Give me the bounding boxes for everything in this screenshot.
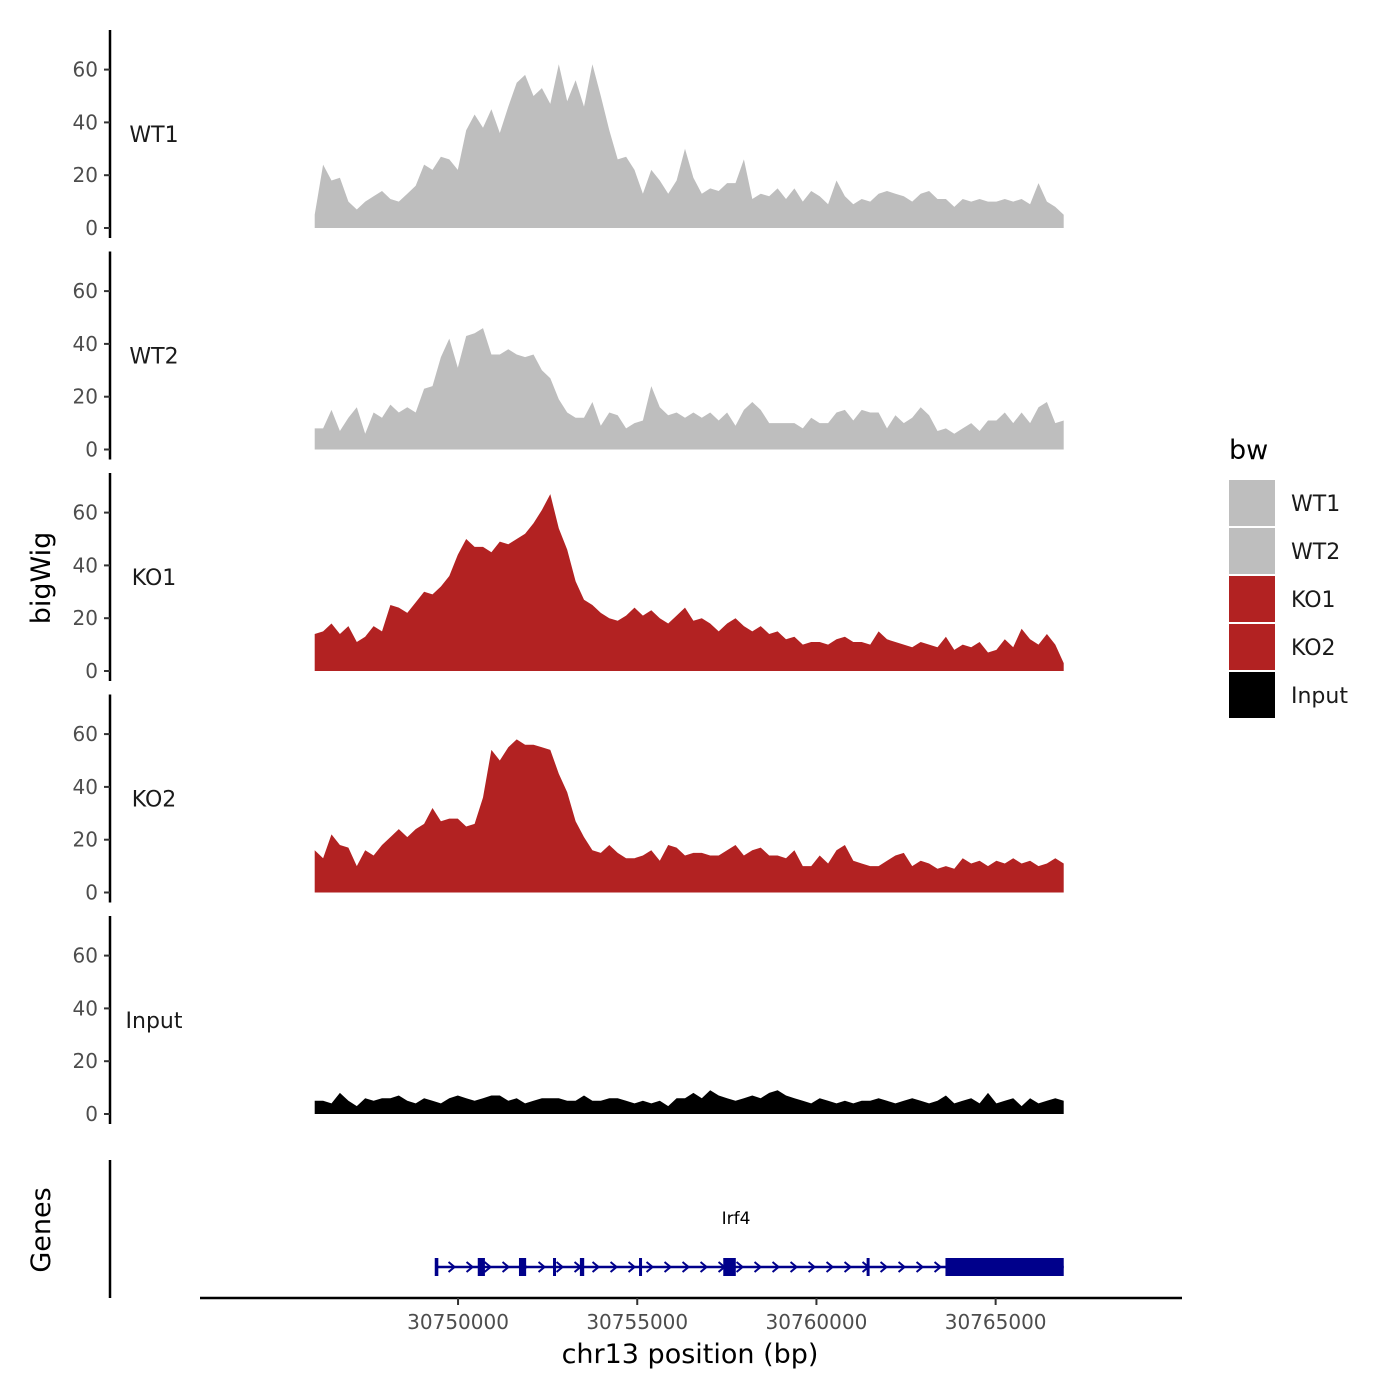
y-tick-label: 20 <box>73 385 98 409</box>
x-axis: 30750000 30755000 30760000 30765000 <box>200 1296 1182 1334</box>
strand-arrow <box>627 1261 637 1273</box>
track-input: 0 20 40 60 Input <box>73 916 1064 1126</box>
x-tick-label: 30765000 <box>945 1310 1047 1334</box>
y-tick-label: 0 <box>85 1102 98 1126</box>
strand-arrow <box>843 1261 853 1273</box>
legend-swatch-ko1 <box>1229 576 1275 622</box>
legend-label-ko1: KO1 <box>1291 588 1336 613</box>
legend-label-input: Input <box>1291 684 1348 709</box>
gene-exon <box>477 1258 485 1276</box>
y-tick-label: 20 <box>73 828 98 852</box>
track-label: WT1 <box>129 123 178 148</box>
y-tick-label: 60 <box>73 501 98 525</box>
track-ko2: 0 20 40 60 KO2 <box>73 694 1064 905</box>
strand-arrow <box>699 1261 709 1273</box>
strand-arrow <box>663 1261 673 1273</box>
y-tick-label: 40 <box>73 775 98 799</box>
legend-label-wt1: WT1 <box>1291 492 1340 517</box>
y-tick-label: 20 <box>73 163 98 187</box>
strand-arrow <box>537 1261 547 1273</box>
gene-exon <box>723 1258 736 1276</box>
y-tick-label: 60 <box>73 58 98 82</box>
track-label: WT2 <box>129 345 178 370</box>
track-label: KO1 <box>132 566 177 591</box>
track-ko1: 0 20 40 60 KO1 <box>73 473 1064 683</box>
strand-arrow <box>447 1261 457 1273</box>
y-tick-label: 40 <box>73 996 98 1020</box>
y-tick-label: 0 <box>85 659 98 683</box>
signal-area-ko1 <box>314 494 1064 671</box>
strand-arrow <box>915 1261 925 1273</box>
legend-swatch-wt2 <box>1229 528 1275 574</box>
y-tick-label: 40 <box>73 110 98 134</box>
strand-arrow <box>501 1261 511 1273</box>
track-wt2: 0 20 40 60 WT2 <box>73 251 1064 462</box>
legend-label-ko2: KO2 <box>1291 636 1336 661</box>
x-tick-label: 30750000 <box>407 1310 509 1334</box>
genes-axis-title: Genes <box>26 1187 57 1272</box>
x-tick-label: 30755000 <box>586 1310 688 1334</box>
legend-title: bw <box>1229 435 1268 466</box>
gene-exon <box>579 1258 585 1276</box>
strand-arrow <box>465 1261 475 1273</box>
y-tick-label: 60 <box>73 722 98 746</box>
legend-label-wt2: WT2 <box>1291 540 1340 565</box>
signal-area-wt2 <box>314 328 1064 450</box>
track-label: Input <box>126 1009 183 1034</box>
strand-arrow <box>789 1261 799 1273</box>
track-wt1: 0 20 40 60 WT1 <box>73 30 1064 240</box>
strand-arrow <box>753 1261 763 1273</box>
strand-arrow <box>879 1261 889 1273</box>
gene-exon <box>639 1258 643 1276</box>
y-tick-label: 20 <box>73 1049 98 1073</box>
strand-arrow <box>897 1261 907 1273</box>
strand-arrow <box>591 1261 601 1273</box>
signal-area-wt1 <box>314 64 1064 228</box>
gene-exon <box>518 1258 527 1276</box>
y-tick-label: 0 <box>85 881 98 905</box>
strand-arrow <box>681 1261 691 1273</box>
strand-arrow <box>645 1261 655 1273</box>
gene-track: Irf4 <box>108 1160 1064 1298</box>
strand-arrow <box>933 1261 943 1273</box>
gene-exon <box>553 1258 557 1276</box>
strand-arrow <box>771 1261 781 1273</box>
legend-swatch-input <box>1229 672 1275 718</box>
legend-swatch-ko2 <box>1229 624 1275 670</box>
y-tick-label: 0 <box>85 216 98 240</box>
strand-arrow <box>609 1261 619 1273</box>
y-tick-label: 0 <box>85 438 98 462</box>
strand-arrow <box>825 1261 835 1273</box>
gene-name-label: Irf4 <box>722 1209 751 1229</box>
strand-arrow <box>807 1261 817 1273</box>
gene-exon <box>945 1258 1064 1276</box>
x-tick-label: 30760000 <box>766 1310 868 1334</box>
x-axis-title: chr13 position (bp) <box>562 1339 819 1370</box>
legend-swatch-wt1 <box>1229 480 1275 526</box>
legend: bw WT1 WT2 KO1 KO2 Input <box>1229 435 1348 718</box>
track-label: KO2 <box>132 788 177 813</box>
y-tick-label: 20 <box>73 606 98 630</box>
signal-area-ko2 <box>314 739 1064 893</box>
y-tick-label: 40 <box>73 332 98 356</box>
y-tick-label: 40 <box>73 553 98 577</box>
strand-arrow <box>483 1261 493 1273</box>
y-tick-label: 60 <box>73 944 98 968</box>
y-tick-label: 60 <box>73 279 98 303</box>
signal-tracks: 0 20 40 60 WT1 0 20 40 60 WT2 0 20 40 60 KO1 0 20 40 60 KO2… <box>73 30 1064 1126</box>
gene-exon <box>866 1258 870 1276</box>
strand-arrow <box>555 1261 565 1273</box>
strand-arrow <box>735 1261 745 1273</box>
signal-area-input <box>314 1090 1064 1114</box>
y-axis-title: bigWig <box>26 532 57 625</box>
